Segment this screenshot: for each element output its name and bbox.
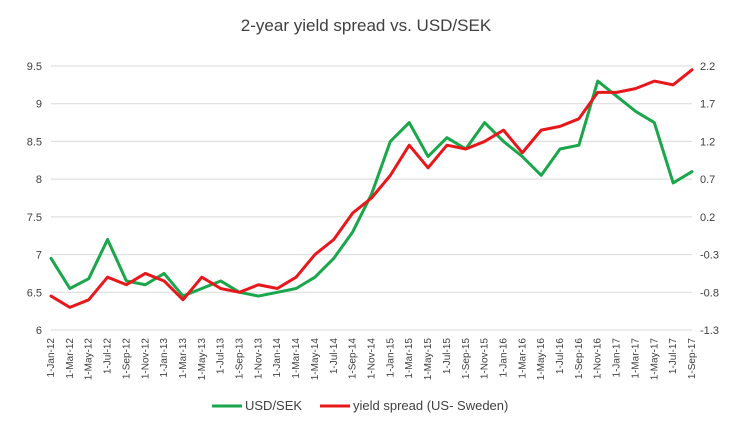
x-tick-label: 1-Jul-14 — [329, 338, 340, 375]
x-tick-label: 1-Mar-16 — [517, 338, 528, 379]
x-tick-label: 1-Mar-14 — [291, 338, 302, 379]
x-tick-label: 1-Nov-16 — [593, 338, 604, 380]
x-tick-label: 1-Nov-13 — [253, 338, 264, 380]
left-y-tick-label: 8.5 — [27, 136, 42, 148]
x-tick-label: 1-Jul-15 — [442, 338, 453, 375]
left-y-tick-label: 9.5 — [27, 61, 42, 73]
x-tick-label: 1-Jul-17 — [668, 338, 679, 375]
x-tick-label: 1-Jan-17 — [612, 338, 623, 378]
x-tick-label: 1-Nov-15 — [480, 338, 491, 380]
x-tick-label: 1-Sep-14 — [348, 338, 359, 380]
x-tick-label: 1-Sep-17 — [687, 338, 698, 380]
right-axis-ticks: -1.3 -0.8 -0.3 0.2 0.7 1.2 1.7 2.2 — [700, 61, 719, 337]
x-tick-label: 1-Jan-16 — [498, 338, 509, 378]
left-axis-ticks: 6 6.5 7 7.5 8 8.5 9 9.5 — [27, 61, 42, 337]
right-y-tick-label: 1.7 — [700, 99, 715, 111]
x-tick-label: 1-Jan-13 — [159, 338, 170, 378]
right-y-tick-label: 0.7 — [700, 174, 715, 186]
left-y-tick-label: 8 — [36, 174, 42, 186]
series-line-usdsek — [49, 79, 694, 298]
left-y-tick-label: 7.5 — [27, 212, 42, 224]
x-tick-label: 1-Jan-15 — [385, 338, 396, 378]
series-lines — [49, 68, 694, 309]
series-line-yield-spread — [49, 68, 694, 309]
x-tick-label: 1-Jul-13 — [216, 338, 227, 375]
x-tick-label: 1-Mar-15 — [404, 338, 415, 379]
legend-label: USD/SEK — [245, 398, 302, 413]
x-tick-label: 1-Mar-12 — [65, 338, 76, 379]
x-tick-label: 1-Nov-14 — [367, 338, 378, 380]
x-tick-label: 1-May-16 — [536, 338, 547, 381]
x-tick-label: 1-Mar-13 — [178, 338, 189, 379]
left-y-tick-label: 6 — [36, 325, 42, 337]
x-tick-label: 1-May-12 — [84, 338, 95, 381]
x-tick-label: 1-Sep-15 — [461, 338, 472, 380]
legend: USD/SEK yield spread (US- Sweden) — [212, 398, 508, 413]
x-tick-label: 1-Sep-16 — [574, 338, 585, 380]
right-y-tick-label: 2.2 — [700, 61, 715, 73]
x-tick-label: 1-Sep-12 — [121, 338, 132, 380]
x-tick-label: 1-Mar-17 — [630, 338, 641, 379]
x-axis-ticks: 1-Jan-12 1-Mar-12 1-May-12 1-Jul-12 1-Sep-12… — [46, 338, 698, 381]
x-tick-label: 1-May-17 — [649, 338, 660, 381]
legend-label: yield spread (US- Sweden) — [353, 398, 508, 413]
x-tick-label: 1-May-14 — [310, 338, 321, 381]
x-tick-label: 1-Nov-12 — [140, 338, 151, 380]
left-y-tick-label: 9 — [36, 99, 42, 111]
x-tick-label: 1-Sep-13 — [235, 338, 246, 380]
right-y-tick-label: 1.2 — [700, 136, 715, 148]
x-tick-label: 1-May-13 — [197, 338, 208, 381]
chart-title: 2-year yield spread vs. USD/SEK — [241, 16, 492, 35]
x-tick-label: 1-Jan-14 — [272, 338, 283, 378]
right-y-tick-label: 0.2 — [700, 212, 715, 224]
right-y-tick-label: -1.3 — [700, 325, 719, 337]
x-tick-label: 1-Jul-16 — [555, 338, 566, 375]
x-tick-label: 1-May-15 — [423, 338, 434, 381]
left-y-tick-label: 6.5 — [27, 287, 42, 299]
left-y-tick-label: 7 — [36, 250, 42, 262]
right-y-tick-label: -0.3 — [700, 250, 719, 262]
gridlines — [51, 65, 692, 331]
right-y-tick-label: -0.8 — [700, 287, 719, 299]
x-tick-label: 1-Jan-12 — [46, 338, 57, 378]
x-tick-label: 1-Jul-12 — [103, 338, 114, 375]
